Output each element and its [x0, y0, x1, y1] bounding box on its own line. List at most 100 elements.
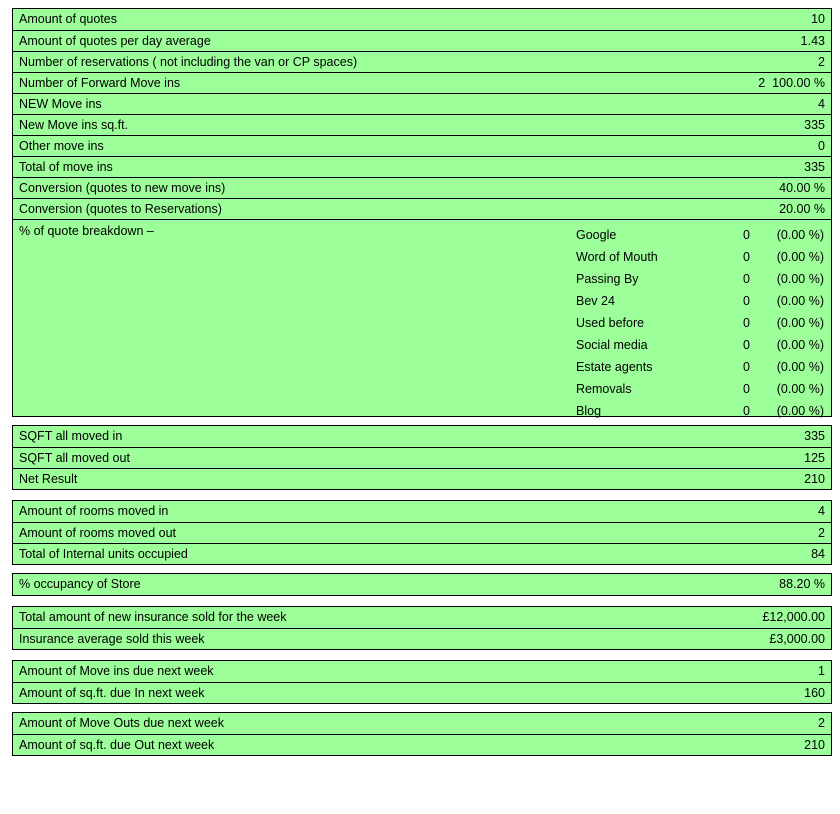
row-value: 210 [804, 738, 825, 752]
table-row: SQFT all moved out 125 [13, 447, 831, 468]
row-label: Amount of sq.ft. due In next week [19, 686, 205, 700]
table-row: Total of move ins 335 [13, 156, 831, 177]
list-item: Social media 0 (0.00 %) [576, 334, 826, 356]
table-row: SQFT all moved in 335 [13, 426, 831, 447]
source-count: 0 [743, 404, 750, 418]
table-row: Amount of Move Outs due next week 2 [13, 713, 831, 734]
source-count: 0 [743, 360, 750, 374]
row-value: 2 [818, 716, 825, 730]
source-percent: (0.00 %) [776, 338, 824, 352]
source-percent: (0.00 %) [776, 382, 824, 396]
spacer [12, 565, 832, 573]
source-percent: (0.00 %) [776, 316, 824, 330]
row-label: Total of Internal units occupied [19, 547, 188, 561]
source-name: Social media [576, 338, 648, 352]
source-name: Bev 24 [576, 294, 615, 308]
table-row: Amount of quotes 10 [13, 9, 831, 30]
move-outs-next-week-section: Amount of Move Outs due next week 2 Amoun… [12, 712, 832, 756]
source-name: Used before [576, 316, 645, 330]
insurance-section: Total amount of new insurance sold for t… [12, 606, 832, 650]
quote-breakdown: % of quote breakdown – Google 0 (0.00 %) W… [13, 219, 831, 418]
row-value: 4 [818, 504, 825, 518]
row-value: 125 [804, 451, 825, 465]
table-row: Amount of rooms moved in 4 [13, 501, 831, 522]
source-percent: (0.00 %) [776, 360, 824, 374]
list-item: Estate agents 0 (0.00 %) [576, 356, 826, 378]
move-ins-next-week-section: Amount of Move ins due next week 1 Amount… [12, 660, 832, 704]
row-value: 335 [804, 429, 825, 443]
row-value: 20.00 % [779, 202, 825, 216]
rooms-section: Amount of rooms moved in 4 Amount of room… [12, 500, 832, 565]
row-label: Amount of Move ins due next week [19, 664, 214, 678]
row-label: Amount of rooms moved in [19, 504, 169, 518]
weekly-report-sheet: Amount of quotes 10 Amount of quotes per … [12, 8, 832, 756]
source-percent: (0.00 %) [776, 404, 824, 418]
row-value: 335 [804, 118, 825, 132]
row-label: Conversion (quotes to Reservations) [19, 202, 222, 216]
quotes-section: Amount of quotes 10 Amount of quotes per … [12, 8, 832, 418]
row-value: 210 [804, 472, 825, 486]
list-item: Word of Mouth 0 (0.00 %) [576, 246, 826, 268]
table-row: Conversion (quotes to Reservations) 20.00… [13, 198, 831, 219]
spacer [12, 596, 832, 606]
table-row: Number of reservations ( not including t… [13, 51, 831, 72]
list-item: Blog 0 (0.00 %) [576, 400, 826, 422]
occupancy-section: % occupancy of Store 88.20 % [12, 573, 832, 596]
list-item: Removals 0 (0.00 %) [576, 378, 826, 400]
source-count: 0 [743, 316, 750, 330]
row-label: Amount of sq.ft. due Out next week [19, 738, 215, 752]
table-row: Other move ins 0 [13, 135, 831, 156]
table-row: Amount of Move ins due next week 1 [13, 661, 831, 682]
source-count: 0 [743, 228, 750, 242]
row-value: £3,000.00 [769, 632, 825, 646]
list-item: Bev 24 0 (0.00 %) [576, 290, 826, 312]
list-item: Used before 0 (0.00 %) [576, 312, 826, 334]
table-row: Insurance average sold this week £3,000.0… [13, 628, 831, 649]
table-row: Amount of sq.ft. due Out next week 210 [13, 734, 831, 755]
row-value: 1 [818, 664, 825, 678]
row-value: 88.20 % [779, 577, 825, 591]
source-percent: (0.00 %) [776, 294, 824, 308]
row-value: 84 [811, 547, 825, 561]
source-name: Removals [576, 382, 632, 396]
spacer [12, 490, 832, 500]
row-value: 40.00 % [779, 181, 825, 195]
row-label: Amount of quotes [19, 12, 117, 26]
table-row: Conversion (quotes to new move ins) 40.00… [13, 177, 831, 198]
table-row: Number of Forward Move ins 2 100.00 % [13, 72, 831, 93]
row-value: £12,000.00 [762, 610, 825, 624]
source-count: 0 [743, 250, 750, 264]
row-label: NEW Move ins [19, 97, 102, 111]
row-label: SQFT all moved in [19, 429, 123, 443]
row-value: 4 [818, 97, 825, 111]
list-item: Passing By 0 (0.00 %) [576, 268, 826, 290]
table-row: NEW Move ins 4 [13, 93, 831, 114]
source-name: Google [576, 228, 617, 242]
breakdown-title: % of quote breakdown – [19, 224, 154, 238]
breakdown-sources: Google 0 (0.00 %) Word of Mouth 0 (0.00 %) P… [576, 224, 826, 422]
source-count: 0 [743, 338, 750, 352]
source-percent: (0.00 %) [776, 272, 824, 286]
source-name: Blog [576, 404, 602, 418]
row-value: 10 [811, 12, 825, 26]
table-row: Amount of sq.ft. due In next week 160 [13, 682, 831, 703]
row-label: SQFT all moved out [19, 451, 130, 465]
table-row: Net Result 210 [13, 468, 831, 489]
source-name: Word of Mouth [576, 250, 658, 264]
table-row: % occupancy of Store 88.20 % [13, 574, 831, 595]
table-row: New Move ins sq.ft. 335 [13, 114, 831, 135]
source-count: 0 [743, 272, 750, 286]
source-count: 0 [743, 294, 750, 308]
source-name: Passing By [576, 272, 639, 286]
table-row: Amount of quotes per day average 1.43 [13, 30, 831, 51]
row-label: New Move ins sq.ft. [19, 118, 129, 132]
row-label: Amount of quotes per day average [19, 34, 211, 48]
source-count: 0 [743, 382, 750, 396]
table-row: Total of Internal units occupied 84 [13, 543, 831, 564]
row-value: 2 [818, 55, 825, 69]
row-label: Total of move ins [19, 160, 113, 174]
source-name: Estate agents [576, 360, 653, 374]
row-value: 0 [818, 139, 825, 153]
row-value: 335 [804, 160, 825, 174]
table-row: Amount of rooms moved out 2 [13, 522, 831, 543]
